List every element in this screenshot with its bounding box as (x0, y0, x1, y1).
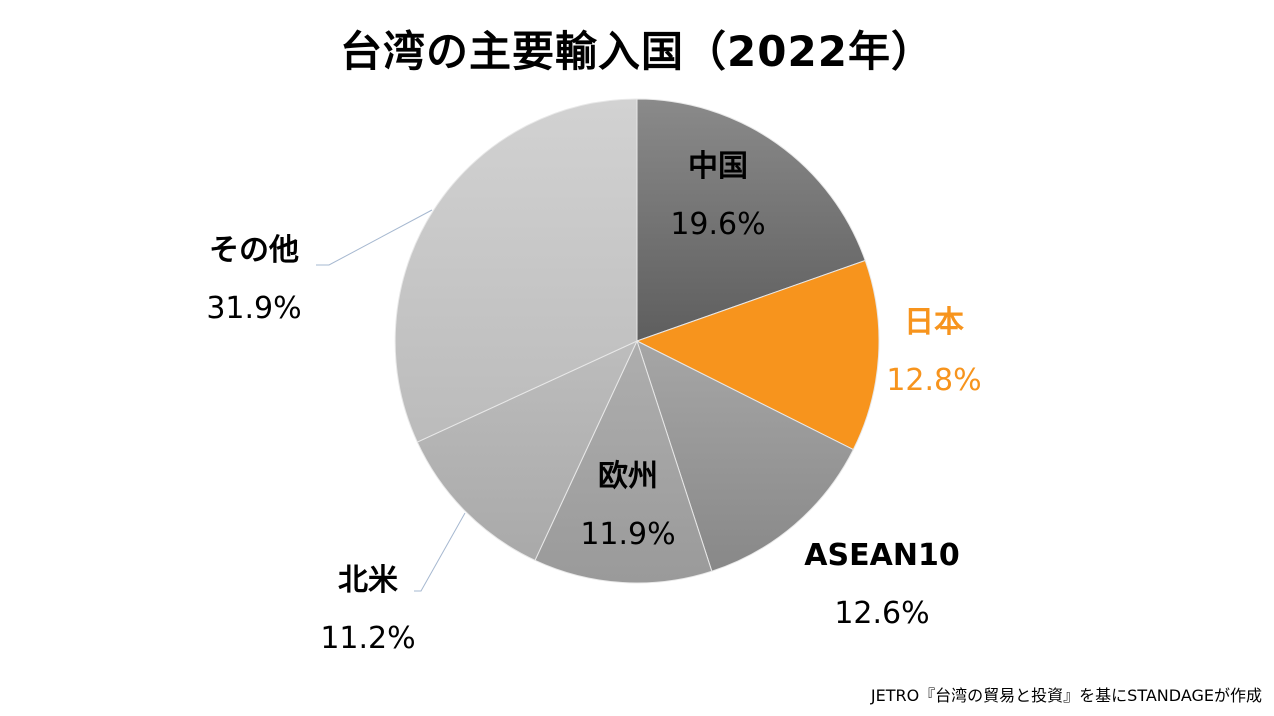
leader-line-other (316, 209, 433, 266)
data-label-asean: ASEAN10 12.6% (782, 541, 982, 629)
chart-title: 台湾の主要輸入国（2022年） (340, 27, 934, 76)
slice-japan (635, 259, 880, 451)
data-label-other: その他 31.9% (184, 236, 324, 324)
data-label-japan: 日本 12.8% (864, 308, 1004, 396)
leader-line-north-america (414, 512, 466, 592)
label-name: その他 (209, 233, 299, 268)
label-name: ASEAN10 (804, 538, 960, 573)
label-name: 中国 (688, 149, 748, 184)
data-label-china: 中国 19.6% (648, 152, 788, 240)
label-value: 12.8% (886, 363, 982, 398)
label-name: 欧州 (598, 459, 658, 494)
label-name: 日本 (904, 305, 964, 340)
slice-north-america (416, 339, 639, 561)
label-value: 31.9% (206, 291, 302, 326)
data-label-europe: 欧州 11.9% (558, 462, 698, 550)
label-value: 12.6% (834, 596, 930, 631)
slice-asean (636, 340, 854, 572)
label-value: 19.6% (670, 207, 766, 242)
label-value: 11.9% (580, 517, 676, 552)
label-name: 北米 (338, 563, 398, 598)
slice-europe (534, 339, 713, 584)
data-label-north-america: 北米 11.2% (298, 566, 438, 654)
slice-other (394, 98, 638, 443)
source-note: JETRO『台湾の貿易と投資』を基にSTANDAGEが作成 (870, 686, 1262, 705)
label-value: 11.2% (320, 621, 416, 656)
